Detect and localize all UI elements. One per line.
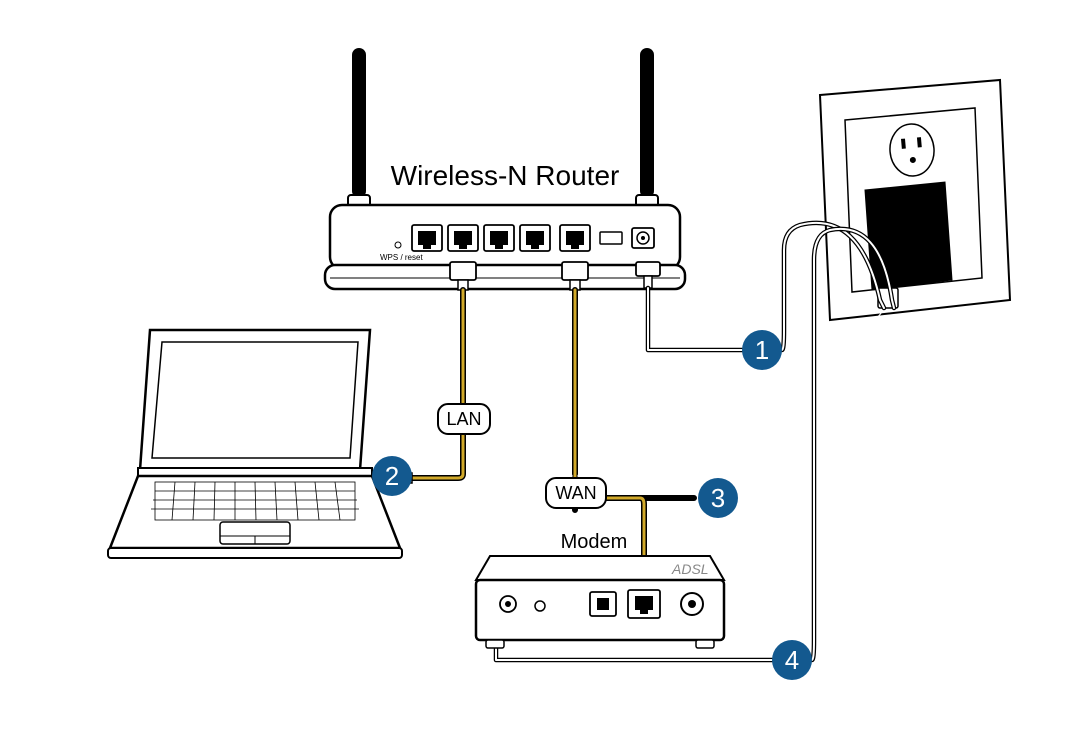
modem-device: Modem ADSL bbox=[476, 531, 724, 648]
badge-2-number: 2 bbox=[385, 461, 399, 491]
badge-1-number: 1 bbox=[755, 335, 769, 365]
wps-reset-label: WPS / reset bbox=[380, 253, 423, 262]
power-jack-icon bbox=[632, 228, 654, 248]
antenna-left-icon bbox=[348, 48, 370, 209]
adsl-label: ADSL bbox=[671, 561, 709, 577]
modem-phone-port-icon bbox=[590, 592, 616, 616]
laptop-device bbox=[108, 330, 402, 558]
modem-coax-icon bbox=[681, 593, 703, 615]
step-badge-1: 1 bbox=[742, 330, 782, 370]
step-badge-2: 2 bbox=[372, 456, 412, 496]
modem-label: Modem bbox=[561, 531, 628, 553]
lan-label-pill: LAN bbox=[438, 404, 490, 434]
usb-port-icon bbox=[600, 232, 622, 244]
wan-label-pill: WAN bbox=[546, 478, 606, 508]
wps-button-icon bbox=[395, 242, 401, 248]
lan-label: LAN bbox=[446, 409, 481, 429]
step-badge-4: 4 bbox=[772, 640, 812, 680]
badge-4-number: 4 bbox=[785, 645, 799, 675]
wan-label: WAN bbox=[555, 483, 596, 503]
cable-lan bbox=[378, 262, 476, 486]
modem-switch-icon bbox=[535, 601, 545, 611]
modem-ethernet-port-icon bbox=[628, 590, 660, 618]
antenna-right-icon bbox=[636, 48, 658, 209]
router-title: Wireless-N Router bbox=[391, 160, 620, 191]
badge-3-number: 3 bbox=[711, 483, 725, 513]
step-badge-3: 3 bbox=[698, 478, 738, 518]
